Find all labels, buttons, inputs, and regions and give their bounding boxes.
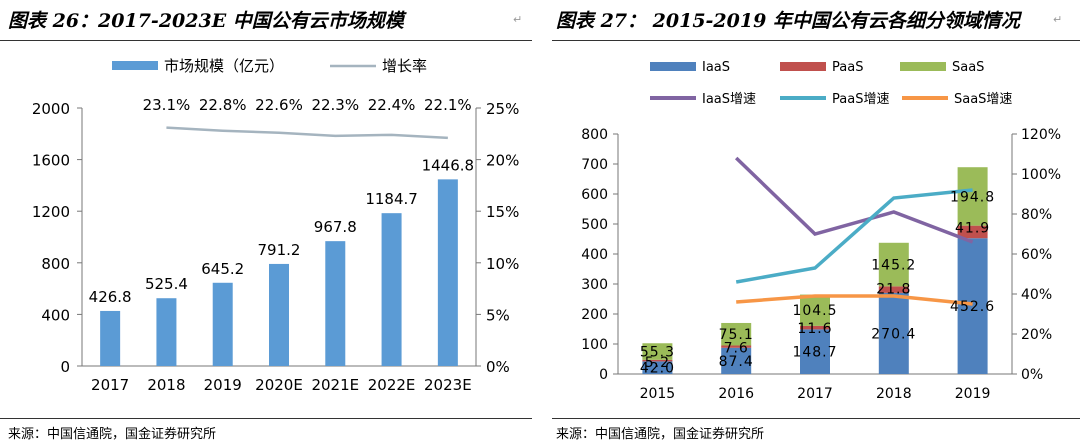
- y2-tick-label: 5%: [486, 306, 510, 324]
- y-tick-label: 400: [41, 306, 70, 324]
- bar-value-label: 55.3: [640, 345, 675, 361]
- paragraph-mark-icon: ↵: [513, 13, 522, 26]
- y2-tick-label: 100%: [1021, 167, 1061, 183]
- growth-value-label: 23.1%: [143, 96, 191, 114]
- bar-value-label: 11.6: [797, 321, 832, 337]
- legend-swatch-paas: [780, 62, 826, 71]
- y2-tick-label: 25%: [486, 100, 519, 118]
- source-divider: [0, 418, 532, 419]
- chart-panel-segments: 图表 27： 2015-2019 年中国公有云各细分领域情况 ↵ IaaS Paa…: [540, 0, 1080, 441]
- bar-value-label: 145.2: [871, 258, 916, 274]
- chart-panel-market-size: 图表 26：2017-2023E 中国公有云市场规模 ↵ 市场规模（亿元） 增长率…: [0, 0, 540, 441]
- legend-label: PaaS: [832, 60, 863, 75]
- x-tick-label: 2019: [204, 376, 242, 394]
- legend-label: IaaS增速: [702, 92, 756, 107]
- x-tick-label: 2017: [797, 386, 833, 402]
- y-tick-label: 0: [599, 367, 608, 383]
- bar-value-label: 148.7: [792, 345, 837, 361]
- y2-tick-label: 60%: [1021, 247, 1052, 263]
- y-tick-label: 500: [581, 217, 608, 233]
- segments-chart: IaaS PaaS SaaS IaaS增速 PaaS增速 SaaS增速 0 100 200 300…: [540, 40, 1080, 420]
- x-tick-label: 2018: [876, 386, 912, 402]
- y-tick-label: 800: [581, 127, 608, 143]
- bar: [438, 179, 458, 366]
- source-note: 来源：中国信通院，国金证券研究所: [8, 423, 216, 442]
- y2-tick-label: 0%: [1021, 367, 1043, 383]
- legend-swatch-iaas: [650, 62, 696, 71]
- bar-value-label: 967.8: [314, 218, 357, 236]
- paragraph-mark-icon: ↵: [1053, 13, 1062, 26]
- bar: [213, 283, 233, 366]
- bar-value-label: 21.8: [876, 281, 911, 297]
- x-tick-label: 2022E: [368, 376, 416, 394]
- bar-value-label: 1446.8: [422, 156, 475, 174]
- y-tick-label: 1200: [32, 203, 70, 221]
- y2-tick-label: 40%: [1021, 287, 1052, 303]
- market-size-chart: 市场规模（亿元） 增长率 0 400 800 1200 1600 2000 0% 5% 10% 15%…: [0, 40, 540, 420]
- legend-label: SaaS: [952, 60, 984, 75]
- y-tick-label: 600: [581, 187, 608, 203]
- x-tick-label: 2017: [91, 376, 129, 394]
- growth-value-label: 22.1%: [424, 96, 472, 114]
- bar-value-label: 1184.7: [365, 190, 418, 208]
- bar-value-label: 104.5: [792, 303, 837, 319]
- y2-tick-label: 10%: [486, 255, 519, 273]
- legend-line-label: 增长率: [382, 57, 427, 75]
- y-tick-label: 700: [581, 157, 608, 173]
- growth-value-label: 22.6%: [255, 96, 303, 114]
- y2-tick-label: 15%: [486, 203, 519, 221]
- y2-tick-label: 120%: [1021, 127, 1061, 143]
- legend-label: SaaS增速: [954, 92, 1012, 107]
- growth-value-label: 22.4%: [368, 96, 416, 114]
- x-tick-label: 2019: [955, 386, 991, 402]
- legend-bar-swatch: [112, 61, 158, 70]
- y-tick-label: 800: [41, 255, 70, 273]
- y-tick-label: 2000: [32, 100, 70, 118]
- x-tick-label: 2020E: [255, 376, 303, 394]
- bar-value-label: 525.4: [145, 275, 188, 293]
- y-tick-label: 400: [581, 247, 608, 263]
- y-tick-label: 300: [581, 277, 608, 293]
- growth-line-PaaS增速: [736, 190, 972, 282]
- chart-title: 图表 26：2017-2023E 中国公有云市场规模: [8, 6, 404, 33]
- bar-value-label: 270.4: [871, 326, 916, 342]
- y2-tick-label: 0%: [486, 358, 510, 376]
- y2-tick-label: 20%: [486, 152, 519, 170]
- bar-value-label: 645.2: [201, 260, 244, 278]
- y-tick-label: 200: [581, 307, 608, 323]
- growth-value-label: 22.8%: [199, 96, 247, 114]
- bar-value-label: 75.1: [719, 327, 754, 343]
- bar-value-label: 41.9: [955, 221, 990, 237]
- legend-label: IaaS: [702, 60, 730, 75]
- bar: [100, 311, 120, 366]
- bar: [269, 264, 289, 366]
- source-divider: [552, 418, 1080, 419]
- bar: [156, 298, 176, 366]
- legend-label: PaaS增速: [832, 92, 889, 107]
- x-tick-label: 2015: [640, 386, 676, 402]
- growth-value-label: 22.3%: [311, 96, 359, 114]
- bar: [382, 213, 402, 366]
- legend-bar-label: 市场规模（亿元）: [164, 57, 284, 75]
- chart-title: 图表 27： 2015-2019 年中国公有云各细分领域情况: [556, 6, 1020, 33]
- bar: [325, 241, 345, 366]
- y-tick-label: 0: [60, 358, 70, 376]
- x-tick-label: 2023E: [424, 376, 472, 394]
- y2-tick-label: 20%: [1021, 327, 1052, 343]
- y-tick-label: 1600: [32, 152, 70, 170]
- y2-tick-label: 80%: [1021, 207, 1052, 223]
- growth-line-IaaS增速: [736, 158, 972, 242]
- x-tick-label: 2018: [147, 376, 185, 394]
- x-tick-label: 2016: [718, 386, 754, 402]
- y-tick-label: 100: [581, 337, 608, 353]
- growth-line: [166, 128, 447, 138]
- bar-value-label: 452.6: [950, 299, 995, 315]
- bar-value-label: 194.8: [950, 189, 995, 205]
- bar-value-label: 426.8: [89, 288, 132, 306]
- source-note: 来源：中国信通院，国金证券研究所: [556, 423, 764, 442]
- legend-swatch-saas: [900, 62, 946, 71]
- bar-value-label: 791.2: [258, 241, 301, 259]
- x-tick-label: 2021E: [311, 376, 359, 394]
- growth-line-SaaS增速: [736, 296, 972, 304]
